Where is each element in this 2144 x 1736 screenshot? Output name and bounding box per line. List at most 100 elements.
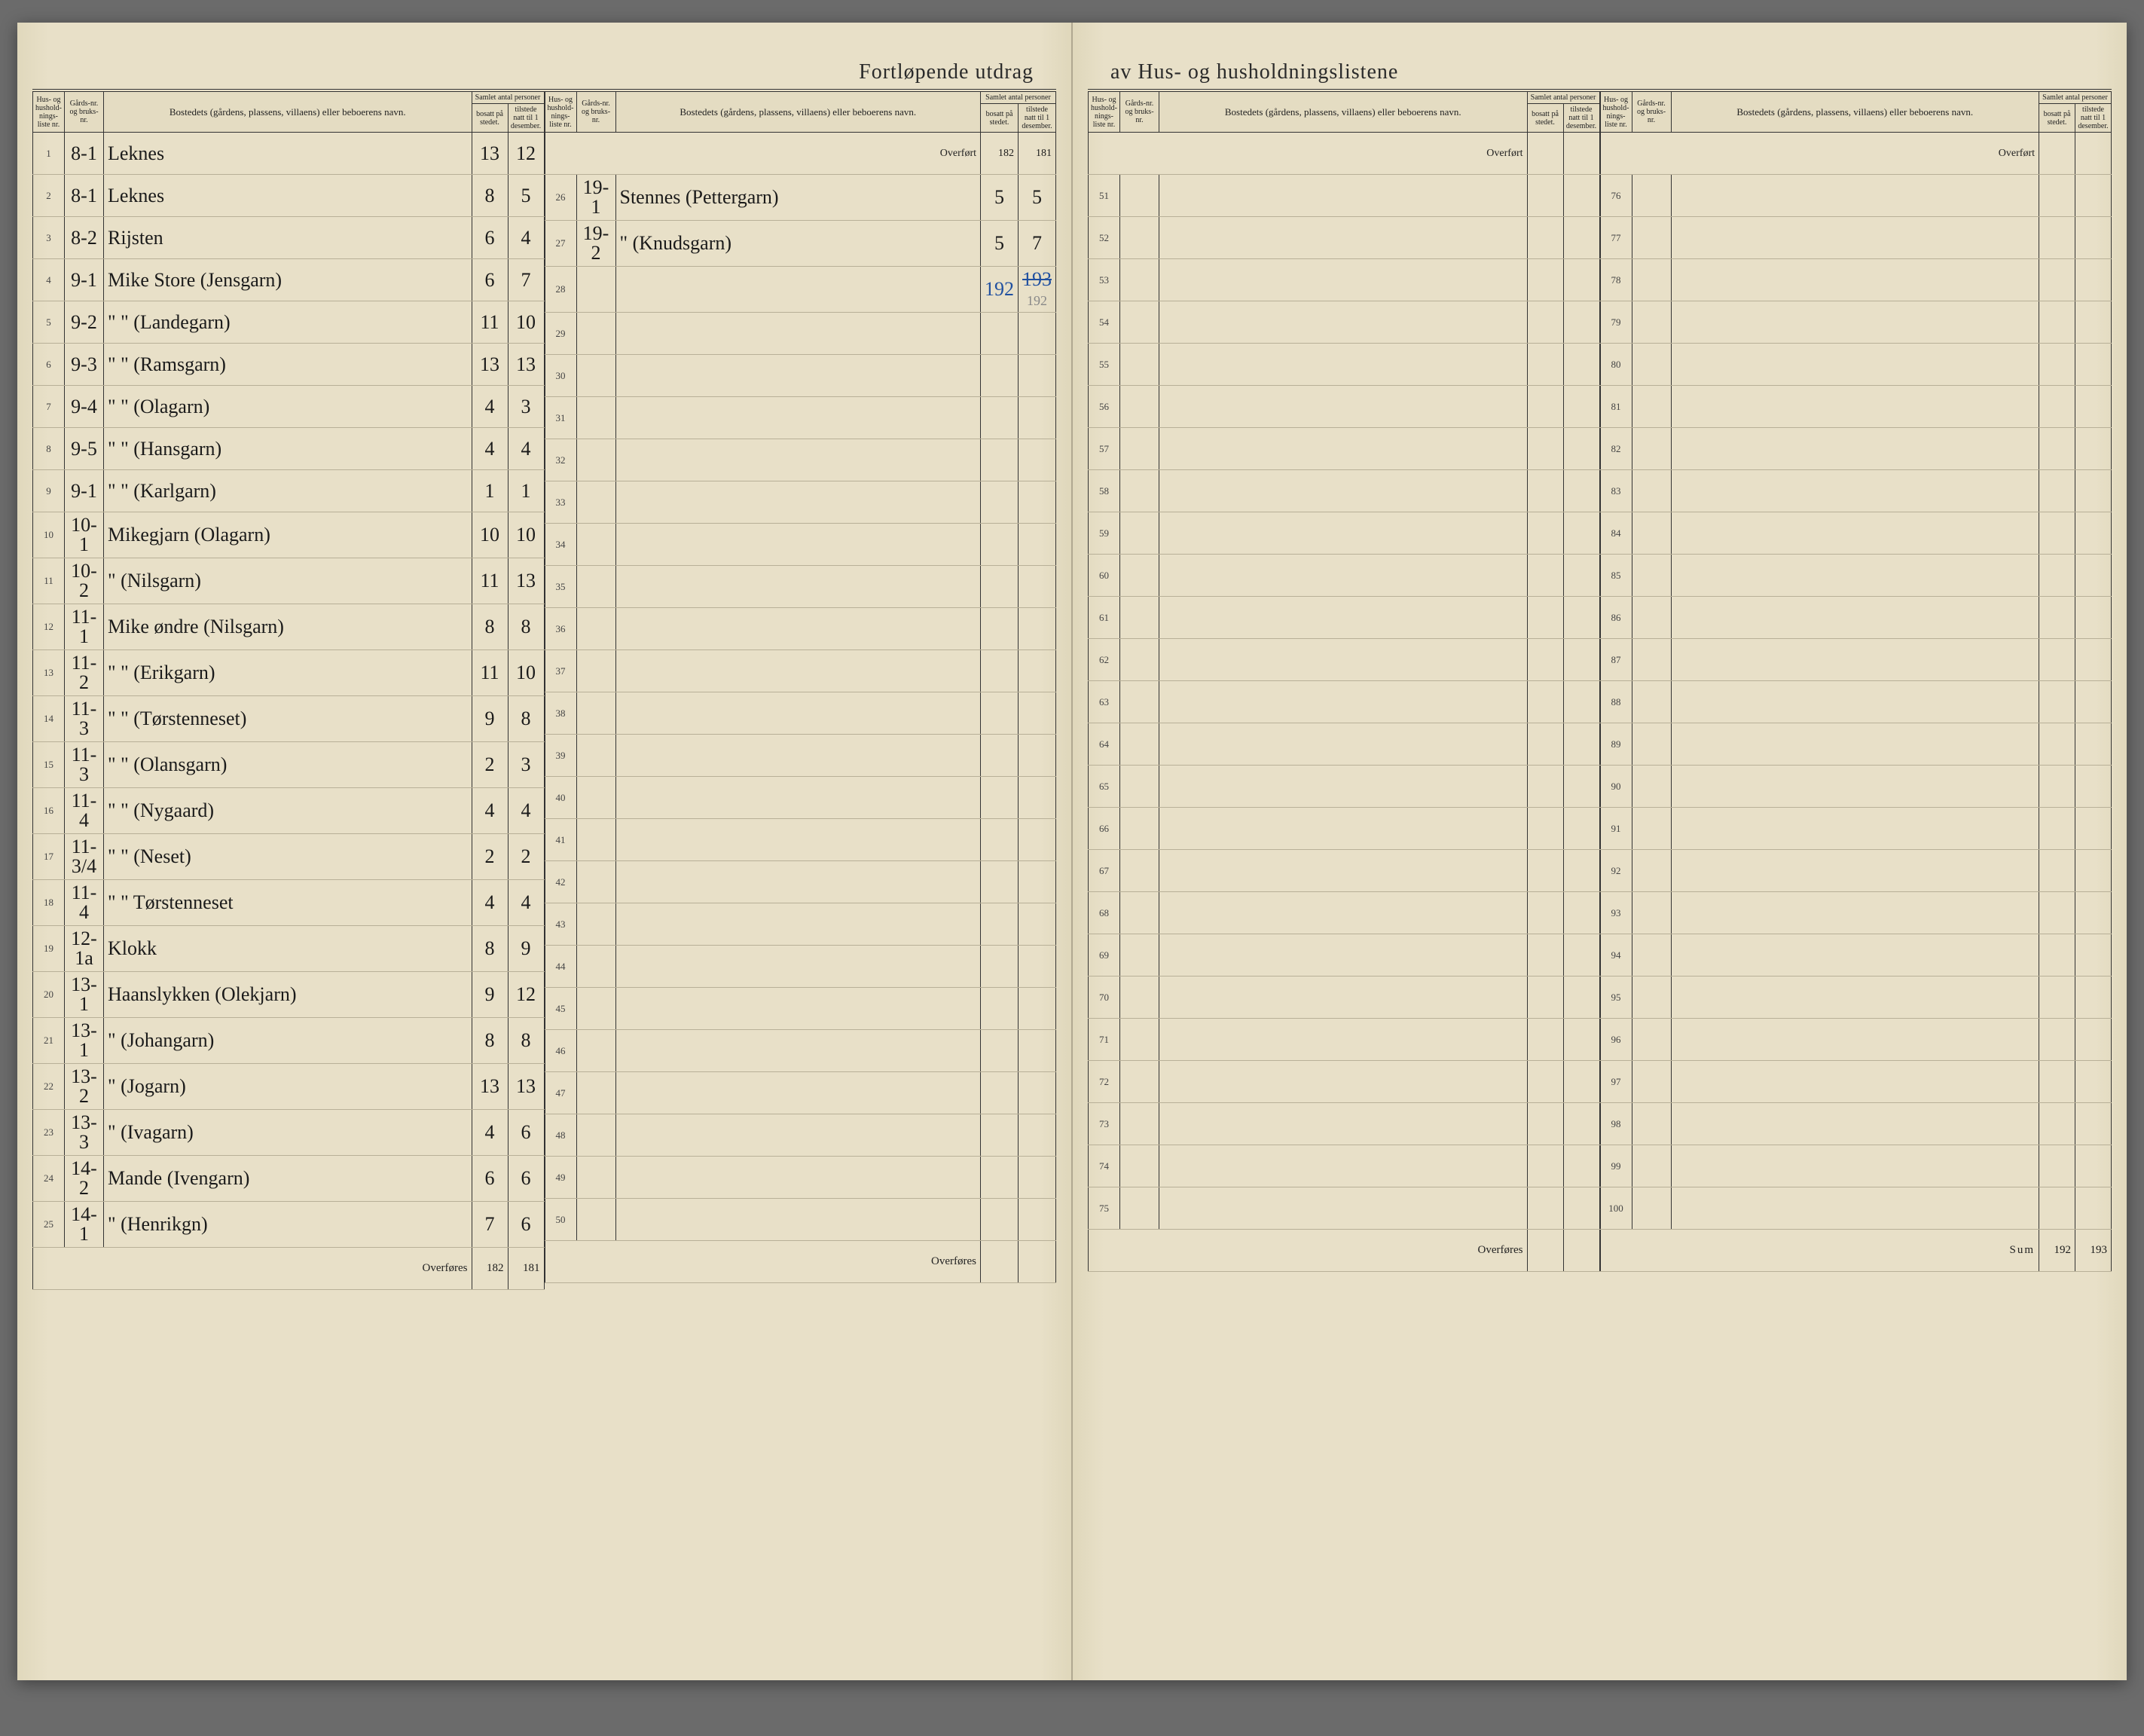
cell-tilstede bbox=[2075, 934, 2112, 976]
table-row: 61 bbox=[1089, 597, 1600, 639]
footer-row-2: Overføres bbox=[545, 1241, 1056, 1283]
cell-gards: 9-3 bbox=[65, 344, 104, 386]
cell-bosatt: 6 bbox=[472, 217, 508, 259]
cell-tilstede bbox=[1019, 355, 1056, 397]
cell-tilstede bbox=[1019, 439, 1056, 481]
table-row: 57 bbox=[1089, 428, 1600, 470]
table-row: 2313-3" (Ivagarn)46 bbox=[33, 1110, 545, 1156]
cell-rownum: 60 bbox=[1089, 555, 1120, 597]
cell-bosatt bbox=[2039, 344, 2075, 386]
hdr-gards: Gårds-nr. og bruks-nr. bbox=[1120, 92, 1159, 133]
cell-bosatt bbox=[981, 397, 1019, 439]
cell-name bbox=[1159, 1103, 1528, 1145]
hdr-gards: Gårds-nr. og bruks-nr. bbox=[576, 92, 615, 133]
overfort-label: Overført bbox=[1600, 133, 2039, 175]
cell-rownum: 52 bbox=[1089, 217, 1120, 259]
census-table-1: Hus- og hushold-nings-liste nr. Gårds-nr… bbox=[32, 91, 545, 1290]
cell-tilstede: 10 bbox=[508, 650, 544, 696]
cell-gards bbox=[576, 650, 615, 692]
cell-tilstede bbox=[1019, 946, 1056, 988]
cell-tilstede bbox=[2075, 1103, 2112, 1145]
cell-rownum: 24 bbox=[33, 1156, 65, 1202]
cell-bosatt bbox=[981, 1072, 1019, 1114]
table-row: 40 bbox=[545, 777, 1056, 819]
cell-bosatt bbox=[1527, 597, 1563, 639]
cell-rownum: 62 bbox=[1089, 639, 1120, 681]
cell-name: " " (Tørstenneset) bbox=[104, 696, 472, 742]
cell-gards bbox=[576, 777, 615, 819]
table-row: 84 bbox=[1600, 512, 2112, 555]
census-ledger-spread: Fortløpende utdrag Hus- og hushold-nings… bbox=[17, 23, 2127, 1680]
cell-rownum: 71 bbox=[1089, 1019, 1120, 1061]
cell-gards bbox=[1120, 344, 1159, 386]
cell-gards bbox=[1120, 1145, 1159, 1187]
cell-tilstede: 9 bbox=[508, 926, 544, 972]
cell-name: Mande (Ivengarn) bbox=[104, 1156, 472, 1202]
overfores-label: Overføres bbox=[545, 1241, 981, 1283]
cell-gards bbox=[1632, 808, 1671, 850]
overfort-bosatt: 182 bbox=[981, 133, 1019, 175]
hdr-hushold: Hus- og hushold-nings-liste nr. bbox=[33, 92, 65, 133]
cell-tilstede bbox=[1563, 976, 1599, 1019]
table-row: 67 bbox=[1089, 850, 1600, 892]
cell-tilstede: 12 bbox=[508, 972, 544, 1018]
cell-gards: 9-2 bbox=[65, 301, 104, 344]
cell-tilstede: 2 bbox=[508, 834, 544, 880]
cell-gards: 12-1a bbox=[65, 926, 104, 972]
census-table-3: Hus- og hushold-nings-liste nr. Gårds-nr… bbox=[1088, 91, 1600, 1272]
cell-tilstede bbox=[1019, 1114, 1056, 1157]
cell-name bbox=[1671, 892, 2039, 934]
cell-gards: 19-1 bbox=[576, 175, 615, 221]
cell-tilstede bbox=[1563, 681, 1599, 723]
table-row: 30 bbox=[545, 355, 1056, 397]
footer-b-3 bbox=[1527, 1230, 1563, 1272]
cell-tilstede: 3 bbox=[508, 386, 544, 428]
cell-bosatt: 8 bbox=[472, 1018, 508, 1064]
cell-tilstede: 6 bbox=[508, 1202, 544, 1248]
cell-tilstede bbox=[1563, 850, 1599, 892]
cell-bosatt bbox=[981, 481, 1019, 524]
cell-name bbox=[615, 1072, 981, 1114]
cell-gards bbox=[1120, 850, 1159, 892]
cell-rownum: 73 bbox=[1089, 1103, 1120, 1145]
cell-tilstede bbox=[1019, 735, 1056, 777]
table-row: 85 bbox=[1600, 555, 2112, 597]
table-row: 48 bbox=[545, 1114, 1056, 1157]
table-row: 1211-1Mike øndre (Nilsgarn)88 bbox=[33, 604, 545, 650]
cell-rownum: 93 bbox=[1600, 892, 1632, 934]
hdr-gards: Gårds-nr. og bruks-nr. bbox=[1632, 92, 1671, 133]
table-row: 74 bbox=[1089, 1145, 1600, 1187]
cell-rownum: 87 bbox=[1600, 639, 1632, 681]
cell-bosatt bbox=[2039, 175, 2075, 217]
cell-name bbox=[1671, 723, 2039, 766]
cell-gards: 13-3 bbox=[65, 1110, 104, 1156]
cell-name: " " Tørstenneset bbox=[104, 880, 472, 926]
cell-bosatt bbox=[2039, 512, 2075, 555]
table-body-3: 5152535455565758596061626364656667686970… bbox=[1089, 175, 1600, 1230]
table-row: 63 bbox=[1089, 681, 1600, 723]
hdr-hushold: Hus- og hushold-nings-liste nr. bbox=[1089, 92, 1120, 133]
cell-rownum: 76 bbox=[1600, 175, 1632, 217]
cell-bosatt bbox=[2039, 1061, 2075, 1103]
cell-name bbox=[1671, 1187, 2039, 1230]
table-row: 54 bbox=[1089, 301, 1600, 344]
cell-name bbox=[1671, 766, 2039, 808]
table-row: 58 bbox=[1089, 470, 1600, 512]
cell-gards bbox=[1120, 597, 1159, 639]
table-row: 69 bbox=[1089, 934, 1600, 976]
cell-gards: 10-2 bbox=[65, 558, 104, 604]
title-left: Fortløpende utdrag bbox=[32, 60, 1056, 84]
cell-gards bbox=[1632, 301, 1671, 344]
table-row: 35 bbox=[545, 566, 1056, 608]
cell-gards: 11-3/4 bbox=[65, 834, 104, 880]
cell-gards: 11-1 bbox=[65, 604, 104, 650]
table-row: 2013-1Haanslykken (Olekjarn)912 bbox=[33, 972, 545, 1018]
cell-rownum: 65 bbox=[1089, 766, 1120, 808]
cell-name bbox=[1671, 1145, 2039, 1187]
table-row: 37 bbox=[545, 650, 1056, 692]
cell-bosatt bbox=[1527, 301, 1563, 344]
hdr-bosatt: bosatt på stedet. bbox=[1527, 104, 1563, 133]
cell-bosatt bbox=[2039, 1103, 2075, 1145]
cell-rownum: 72 bbox=[1089, 1061, 1120, 1103]
cell-gards bbox=[576, 819, 615, 861]
